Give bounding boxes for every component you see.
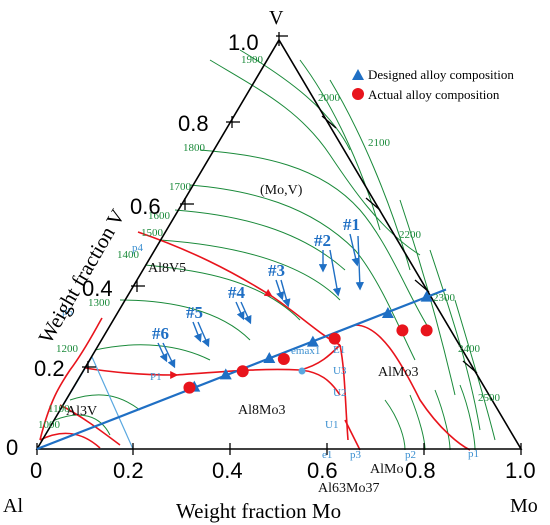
alloy-labels: #1 #2 #3 #4 #5 #6 xyxy=(152,215,360,343)
alloy-label-2: #2 xyxy=(314,231,331,250)
svg-text:e1: e1 xyxy=(322,449,332,461)
svg-text:2000: 2000 xyxy=(318,92,341,104)
bottom-axis-numbers: 0 0.2 0.4 0.6 0.8 1.0 xyxy=(30,458,536,483)
svg-text:p4: p4 xyxy=(132,242,144,254)
svg-text:0.4: 0.4 xyxy=(82,276,113,301)
corner-label-al: Al xyxy=(3,495,23,517)
left-axis-numbers: 1.0 0.8 0.6 0.4 0.2 0 xyxy=(6,30,259,460)
actual-alloy-marker-4 xyxy=(277,353,290,366)
svg-text:p2: p2 xyxy=(405,449,416,461)
svg-text:0: 0 xyxy=(6,435,18,460)
phase-label-almo3: AlMo3 xyxy=(378,365,418,380)
emax1-point xyxy=(298,367,306,375)
actual-alloy-marker-3 xyxy=(328,332,341,345)
svg-text:1600: 1600 xyxy=(148,210,171,222)
svg-text:0.2: 0.2 xyxy=(34,356,65,381)
legend: Designed alloy composition Actual alloy … xyxy=(352,67,514,102)
designed-alloy-marker-5 xyxy=(219,368,232,380)
svg-text:0.8: 0.8 xyxy=(178,111,209,136)
corner-label-mo: Mo xyxy=(510,495,538,517)
alloy-label-3: #3 xyxy=(268,261,285,280)
alloy-label-1: #1 xyxy=(343,215,360,234)
svg-text:1500: 1500 xyxy=(141,227,164,239)
legend-designed-label: Designed alloy composition xyxy=(368,67,514,82)
svg-text:p3: p3 xyxy=(350,449,362,461)
isotherm-labels: 1900 2000 1800 2100 1700 1600 1500 2200 … xyxy=(38,54,501,431)
svg-text:2300: 2300 xyxy=(433,292,456,304)
svg-text:0.6: 0.6 xyxy=(130,194,161,219)
svg-text:1.0: 1.0 xyxy=(505,458,536,483)
actual-alloy-marker-6 xyxy=(183,381,196,394)
alloy-label-arrows xyxy=(157,233,364,369)
phase-label-al8v5: Al8V5 xyxy=(148,261,186,276)
svg-text:P1: P1 xyxy=(150,371,162,383)
svg-text:1700: 1700 xyxy=(169,181,192,193)
svg-text:1000: 1000 xyxy=(38,419,61,431)
svg-text:1100: 1100 xyxy=(48,403,70,415)
svg-text:2500: 2500 xyxy=(478,392,501,404)
alloy-label-5: #5 xyxy=(186,303,203,322)
svg-text:0: 0 xyxy=(30,458,42,483)
svg-text:0.2: 0.2 xyxy=(113,458,144,483)
phase-label-al8mo3: Al8Mo3 xyxy=(238,403,285,418)
svg-text:U1: U1 xyxy=(325,419,338,431)
svg-text:1300: 1300 xyxy=(88,297,111,309)
designed-alloy-marker-1 xyxy=(420,290,433,302)
actual-alloy-markers xyxy=(183,324,433,394)
alloy-label-4: #4 xyxy=(228,283,246,302)
svg-text:1800: 1800 xyxy=(183,142,206,154)
svg-text:U2: U2 xyxy=(333,387,346,399)
legend-actual-marker xyxy=(352,88,364,100)
svg-text:0.4: 0.4 xyxy=(212,458,243,483)
svg-text:emax1: emax1 xyxy=(291,345,320,357)
svg-text:2100: 2100 xyxy=(368,137,391,149)
axis-title-left: Weight fraction V xyxy=(34,205,130,348)
svg-text:U3: U3 xyxy=(333,365,347,377)
svg-text:2400: 2400 xyxy=(458,343,481,355)
axis-title-bottom: Weight fraction Mo xyxy=(176,499,341,523)
svg-text:E1: E1 xyxy=(333,344,345,356)
actual-alloy-marker-5 xyxy=(236,365,249,378)
tick-marks xyxy=(36,32,522,455)
phase-label-al3v: Al3V xyxy=(66,404,97,419)
phase-boundaries xyxy=(39,231,471,451)
phase-label-al63mo37: Al63Mo37 xyxy=(318,481,379,496)
alloy-label-6: #6 xyxy=(152,324,169,343)
svg-text:1.0: 1.0 xyxy=(228,30,259,55)
svg-text:2200: 2200 xyxy=(399,229,422,241)
phase-label-movs: (Mo,V) xyxy=(260,183,303,198)
phase-label-almo: AlMo xyxy=(370,462,403,477)
legend-designed-marker xyxy=(352,69,364,80)
svg-text:1400: 1400 xyxy=(117,249,140,261)
svg-text:0.6: 0.6 xyxy=(307,458,338,483)
designed-alloy-marker-2 xyxy=(381,307,394,319)
designed-alloy-marker-3 xyxy=(306,335,319,347)
actual-alloy-marker-1 xyxy=(420,324,433,337)
svg-text:0.8: 0.8 xyxy=(405,458,436,483)
svg-text:p1: p1 xyxy=(468,448,479,460)
legend-actual-label: Actual alloy composition xyxy=(368,87,500,102)
svg-text:p5: p5 xyxy=(62,306,74,318)
designed-alloy-marker-4 xyxy=(263,352,276,364)
triangle-frame xyxy=(35,38,523,450)
svg-text:1900: 1900 xyxy=(241,54,264,66)
invariant-point-labels: p4 p5 emax1 E1 U3 U2 U1 P1 p3 p2 e1 p1 xyxy=(62,242,479,461)
corner-label-v: V xyxy=(269,7,284,29)
svg-text:1200: 1200 xyxy=(56,343,79,355)
actual-alloy-marker-2 xyxy=(396,324,409,337)
